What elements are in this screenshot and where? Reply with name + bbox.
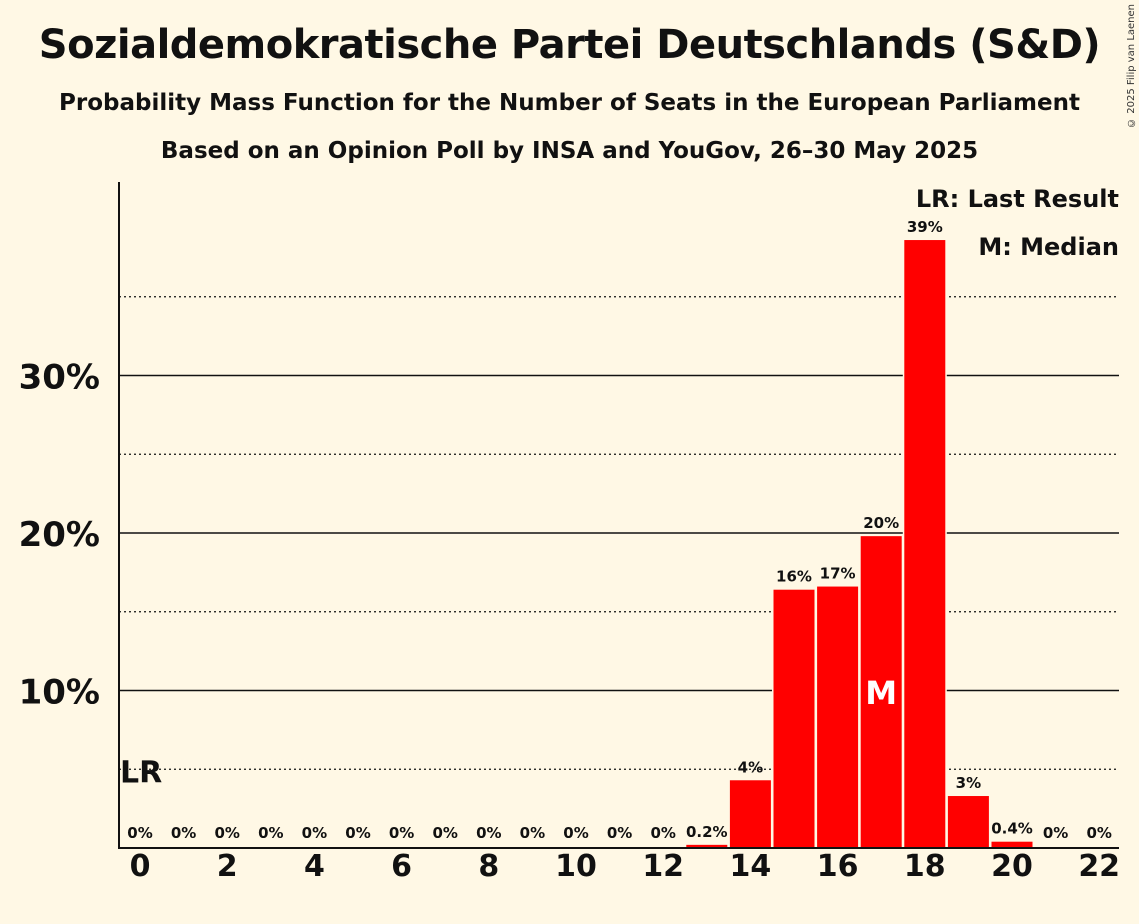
x-tick-label: 10 [555, 849, 597, 884]
x-tick-label: 18 [904, 849, 946, 884]
y-tick-label: 30% [19, 358, 100, 398]
x-tick-label: 22 [1078, 849, 1120, 884]
bar [773, 589, 815, 848]
data-label: 0% [476, 824, 501, 842]
chart-source-line: Based on an Opinion Poll by INSA and You… [160, 138, 979, 164]
data-label: 0% [389, 824, 414, 842]
bar [817, 586, 859, 848]
legend-median: M: Median [978, 233, 1119, 261]
x-tick-label: 12 [642, 849, 684, 884]
data-label: 0% [302, 824, 327, 842]
data-label: 0% [1043, 824, 1068, 842]
legend-last-result: LR: Last Result [915, 185, 1119, 213]
data-label: 0% [171, 824, 196, 842]
data-label: 0% [432, 824, 457, 842]
chart-title: Sozialdemokratische Partei Deutschlands … [38, 22, 1101, 68]
bar [947, 796, 989, 848]
data-label: 0% [650, 824, 675, 842]
x-tick-label: 2 [217, 849, 238, 884]
x-tick-label: 0 [130, 849, 151, 884]
data-label: 0% [563, 824, 588, 842]
x-tick-label: 6 [391, 849, 412, 884]
data-label: 0.4% [991, 820, 1033, 838]
x-tick-label: 16 [817, 849, 859, 884]
bar [991, 841, 1033, 848]
bar [729, 780, 771, 848]
x-tick-label: 8 [478, 849, 499, 884]
data-label: 20% [863, 514, 899, 532]
data-label: 4% [738, 758, 763, 776]
last-result-marker: LR [120, 755, 162, 790]
data-label: 16% [776, 568, 812, 586]
data-label: 0% [1086, 824, 1111, 842]
y-tick-label: 20% [19, 515, 100, 555]
data-label: 0% [607, 824, 632, 842]
data-label: 0% [520, 824, 545, 842]
data-label: 0% [214, 824, 239, 842]
data-label: 3% [956, 774, 981, 792]
bar [860, 536, 902, 848]
data-label: 39% [907, 218, 943, 236]
data-label: 17% [820, 565, 856, 583]
bar [686, 844, 728, 848]
chart-subtitle: Probability Mass Function for the Number… [59, 90, 1080, 116]
y-tick-label: 10% [19, 673, 100, 713]
data-label: 0% [258, 824, 283, 842]
x-tick-label: 20 [991, 849, 1033, 884]
data-label: 0% [127, 824, 152, 842]
data-label: 0% [345, 824, 370, 842]
x-tick-label: 14 [730, 849, 772, 884]
bar [904, 240, 946, 849]
x-tick-label: 4 [304, 849, 325, 884]
median-marker: M [865, 674, 897, 712]
data-label: 0.2% [686, 823, 728, 841]
